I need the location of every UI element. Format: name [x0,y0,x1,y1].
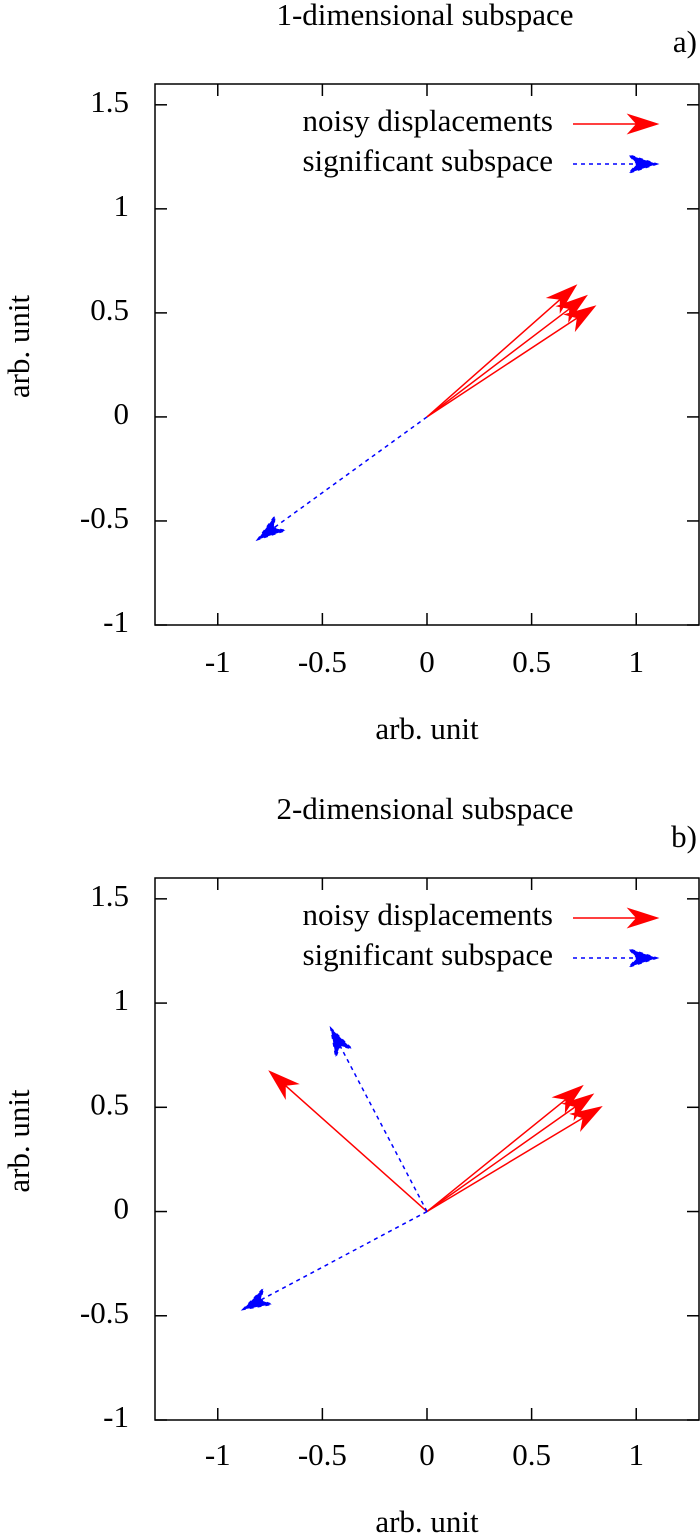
y-tick-label: 0.5 [90,292,129,327]
panel-label: b) [671,819,697,854]
y-tick-label: 0 [114,396,130,431]
vector-arrow [426,1106,603,1213]
y-tick-label: -0.5 [80,1295,129,1330]
legend-swatch [573,907,660,929]
y-tick-label: 1 [114,188,130,223]
vector-arrow [426,1093,595,1213]
y-tick-label: 1 [114,982,130,1017]
vector-arrow [268,1070,428,1213]
y-tick-label: -1 [103,604,129,639]
vector-arrow [426,1084,584,1213]
legend-swatch [573,113,660,135]
x-tick-label: -0.5 [298,644,347,679]
vector-arrow [426,305,597,418]
x-tick-label: -1 [205,1437,231,1472]
legend-swatch [573,947,660,969]
vector-arrow [240,1210,428,1311]
x-tick-label: 1 [628,1437,644,1472]
x-tick-label: 0 [419,1437,435,1472]
legend-swatch [573,153,660,175]
y-tick-label: -1 [103,1399,129,1434]
x-tick-label: 1 [628,644,644,679]
vector-arrow [329,1025,428,1212]
x-tick-label: 0.5 [512,644,551,679]
x-axis-label: arb. unit [375,1504,479,1538]
x-tick-label: 0 [419,644,435,679]
y-tick-label: -0.5 [80,500,129,535]
y-axis-label: arb. unit [1,1089,36,1193]
legend-label: noisy displacements [302,897,553,932]
y-tick-label: 0 [114,1191,130,1226]
vector-arrow [255,416,428,542]
vector-arrow [426,284,578,418]
y-tick-label: 0.5 [90,1086,129,1121]
x-tick-label: -0.5 [298,1437,347,1472]
vector-arrow [426,294,588,418]
x-axis-label: arb. unit [375,711,479,746]
y-tick-label: 1.5 [90,878,129,913]
chart-title: 2-dimensional subspace [276,791,573,826]
x-tick-label: 0.5 [512,1437,551,1472]
chart-title: 1-dimensional subspace [276,0,573,32]
x-tick-label: -1 [205,644,231,679]
panel-label: a) [673,24,697,59]
legend-label: significant subspace [302,143,553,178]
legend-label: noisy displacements [302,103,553,138]
y-axis-label: arb. unit [1,294,36,398]
y-tick-label: 1.5 [90,84,129,119]
legend-label: significant subspace [302,937,553,972]
